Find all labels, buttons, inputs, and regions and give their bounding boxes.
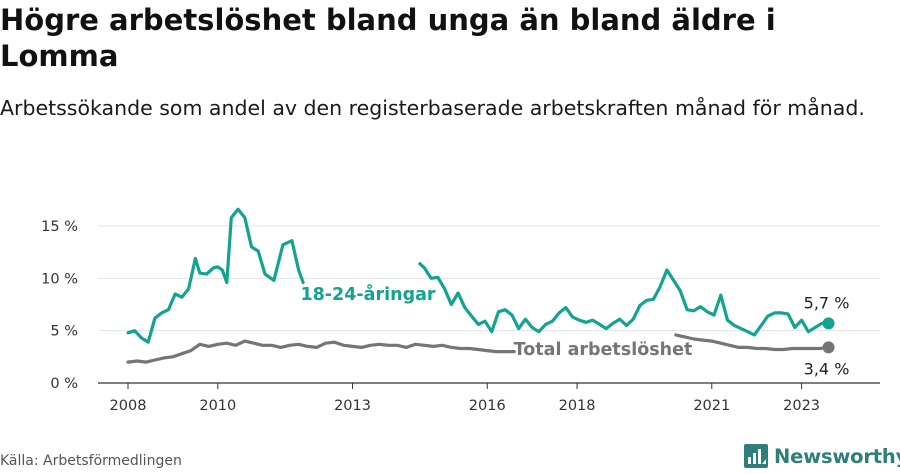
series-layer xyxy=(126,207,835,364)
y-tick-label: 0 % xyxy=(50,376,78,392)
total-end-dot xyxy=(822,341,835,354)
label-layer: 5,7 % 3,4 % 18-24-åringar Total arbetslöshe… xyxy=(300,283,849,378)
axis-layer: 0 % 5 % 10 % 15 % 2008 2010 2013 2016 2018 2021 20… xyxy=(41,219,880,414)
x-tick-label: 2018 xyxy=(559,398,596,414)
page-subtitle: Arbetssökande som andel av den registerb… xyxy=(0,96,865,120)
x-tick-label: 2010 xyxy=(199,398,236,414)
youth-end-value-label: 5,7 % xyxy=(804,293,850,312)
youth-series-line xyxy=(126,207,831,344)
newsworthy-logo-icon xyxy=(744,444,768,468)
page-title: Högre arbetslöshet bland unga än bland ä… xyxy=(0,3,776,73)
grid-layer xyxy=(98,225,880,332)
total-series-line xyxy=(126,333,831,364)
x-tick-label: 2023 xyxy=(783,398,820,414)
brand-name: Newsworthy xyxy=(774,444,900,468)
y-tick-label: 15 % xyxy=(41,219,78,235)
x-tick-label: 2013 xyxy=(334,398,371,414)
y-tick-label: 10 % xyxy=(41,271,78,287)
source-note: Källa: Arbetsförmedlingen xyxy=(0,453,182,469)
youth-end-dot xyxy=(822,317,835,330)
y-tick-label: 5 % xyxy=(50,324,78,340)
x-tick-label: 2016 xyxy=(469,398,506,414)
total-series-label: Total arbetslöshet xyxy=(514,340,693,360)
youth-series-label: 18-24-åringar xyxy=(300,283,435,305)
brand-logo: Newsworthy xyxy=(744,441,900,471)
x-tick-label: 2021 xyxy=(693,398,730,414)
x-tick-label: 2008 xyxy=(110,398,147,414)
total-end-value-label: 3,4 % xyxy=(804,359,850,378)
